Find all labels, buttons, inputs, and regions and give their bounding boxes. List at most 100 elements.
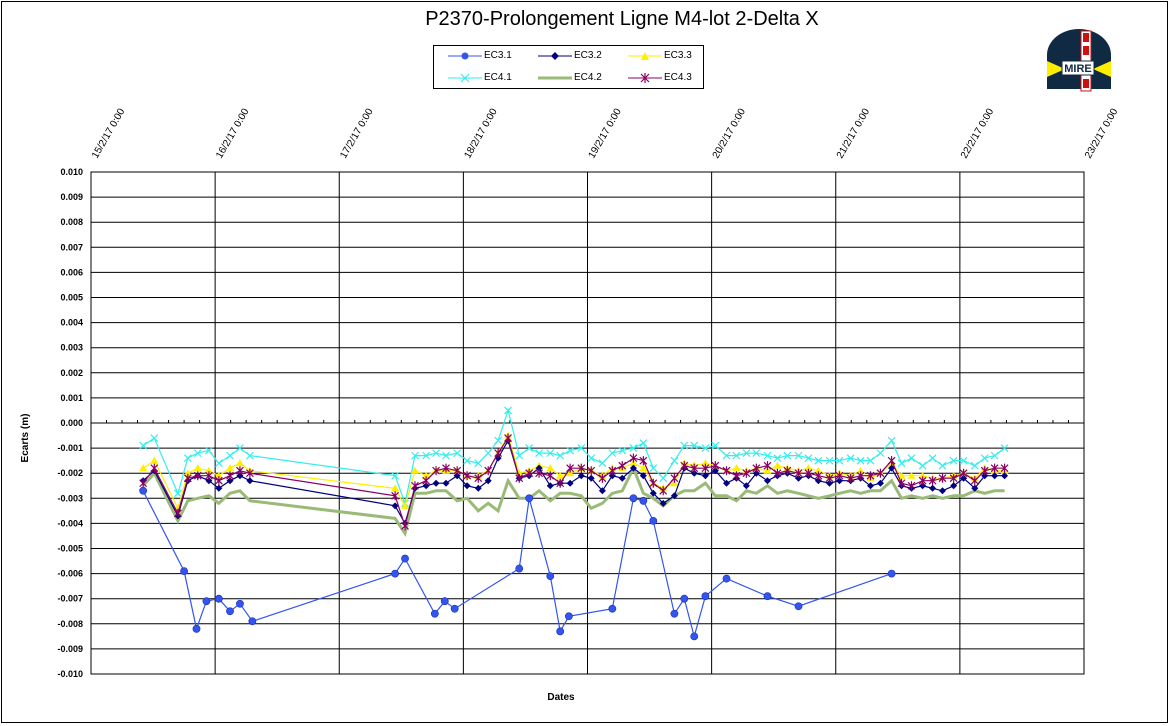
series-ec4-1 <box>139 406 1009 508</box>
data-point <box>401 501 410 509</box>
data-point <box>173 508 182 518</box>
data-point <box>236 472 244 480</box>
data-point <box>525 494 534 503</box>
data-point <box>659 499 667 507</box>
data-point <box>235 459 244 467</box>
data-point <box>876 449 885 458</box>
data-point <box>670 492 678 500</box>
data-point <box>556 478 565 488</box>
data-point <box>783 451 792 460</box>
x-tick-label: 15/2/17 0:00 <box>90 106 128 160</box>
data-point <box>587 474 595 482</box>
data-point <box>970 476 979 486</box>
y-tick-label: 0.003 <box>60 343 83 353</box>
data-point <box>193 449 202 458</box>
data-point <box>690 463 699 473</box>
data-point <box>236 466 244 476</box>
legend-item-ec4-3: EC4.3 <box>622 69 712 87</box>
data-point <box>783 466 792 476</box>
data-point <box>214 594 223 603</box>
data-point <box>577 444 586 453</box>
data-point <box>535 449 544 458</box>
data-point <box>826 479 834 487</box>
y-tick-label: 0.006 <box>60 267 83 277</box>
data-point <box>442 479 450 487</box>
data-point <box>742 468 751 478</box>
data-point <box>814 466 823 474</box>
data-point <box>391 569 400 578</box>
data-point <box>180 567 188 575</box>
data-point <box>391 502 399 510</box>
data-point <box>391 491 400 501</box>
data-point <box>763 466 772 474</box>
data-point <box>504 433 512 443</box>
data-point <box>450 604 459 613</box>
data-point <box>960 474 968 482</box>
data-point <box>391 471 400 480</box>
data-point <box>794 468 803 478</box>
data-point <box>991 472 999 480</box>
data-point <box>391 484 400 492</box>
data-point <box>773 461 782 469</box>
mire-logo: MIRE <box>1045 29 1113 93</box>
data-point <box>722 451 731 460</box>
y-tick-label: -0.003 <box>57 493 83 503</box>
data-point <box>907 454 916 463</box>
legend-swatch-ec3-2 <box>538 52 572 60</box>
data-point <box>515 451 524 460</box>
data-point <box>773 468 782 478</box>
data-point <box>183 469 192 477</box>
data-point <box>701 463 710 473</box>
data-point <box>670 456 679 465</box>
data-point <box>887 456 896 466</box>
data-point <box>484 449 493 458</box>
data-point <box>680 461 689 471</box>
data-point <box>598 473 607 483</box>
data-point <box>690 469 698 477</box>
data-point <box>442 463 450 473</box>
logo-text: MIRE <box>1064 63 1092 75</box>
data-point <box>897 478 906 488</box>
data-point <box>1001 472 1009 480</box>
legend-item-ec3-3: EC3.3 <box>622 47 712 65</box>
y-tick-label: 0.000 <box>60 418 83 428</box>
legend-item-ec4-2: EC4.2 <box>532 69 622 87</box>
data-point <box>587 466 596 476</box>
data-point <box>907 481 916 491</box>
data-point <box>226 607 234 616</box>
data-point <box>970 461 979 470</box>
data-point <box>442 451 450 460</box>
data-point <box>193 471 202 481</box>
legend-label-ec4-3: EC4.3 <box>664 72 692 83</box>
data-point <box>546 464 555 472</box>
data-point <box>440 597 449 606</box>
data-point <box>214 471 223 479</box>
x-axis-title: Dates <box>547 692 575 703</box>
data-point <box>835 477 843 485</box>
legend-swatch-ec3-3 <box>628 52 662 60</box>
data-point <box>907 471 916 479</box>
legend-label-ec3-1: EC3.1 <box>484 50 512 61</box>
data-point <box>139 441 148 450</box>
data-point <box>680 441 689 450</box>
data-point <box>183 454 192 463</box>
data-point <box>515 469 524 477</box>
y-tick-label: 0.004 <box>60 318 83 328</box>
data-point <box>139 478 148 488</box>
legend-swatch-ec4-1 <box>448 73 482 83</box>
data-point <box>918 471 927 479</box>
data-point <box>204 466 213 474</box>
data-point <box>938 487 946 495</box>
data-point <box>546 572 555 581</box>
y-axis-title: Ecarts (m) <box>20 414 31 463</box>
data-point <box>959 468 968 478</box>
data-point <box>711 467 719 475</box>
data-point <box>649 464 658 473</box>
data-point <box>577 472 585 480</box>
data-point <box>566 479 574 487</box>
grid <box>90 171 1085 675</box>
data-point <box>723 479 731 487</box>
data-point <box>484 477 492 485</box>
data-point <box>742 482 750 490</box>
data-point <box>236 444 244 453</box>
